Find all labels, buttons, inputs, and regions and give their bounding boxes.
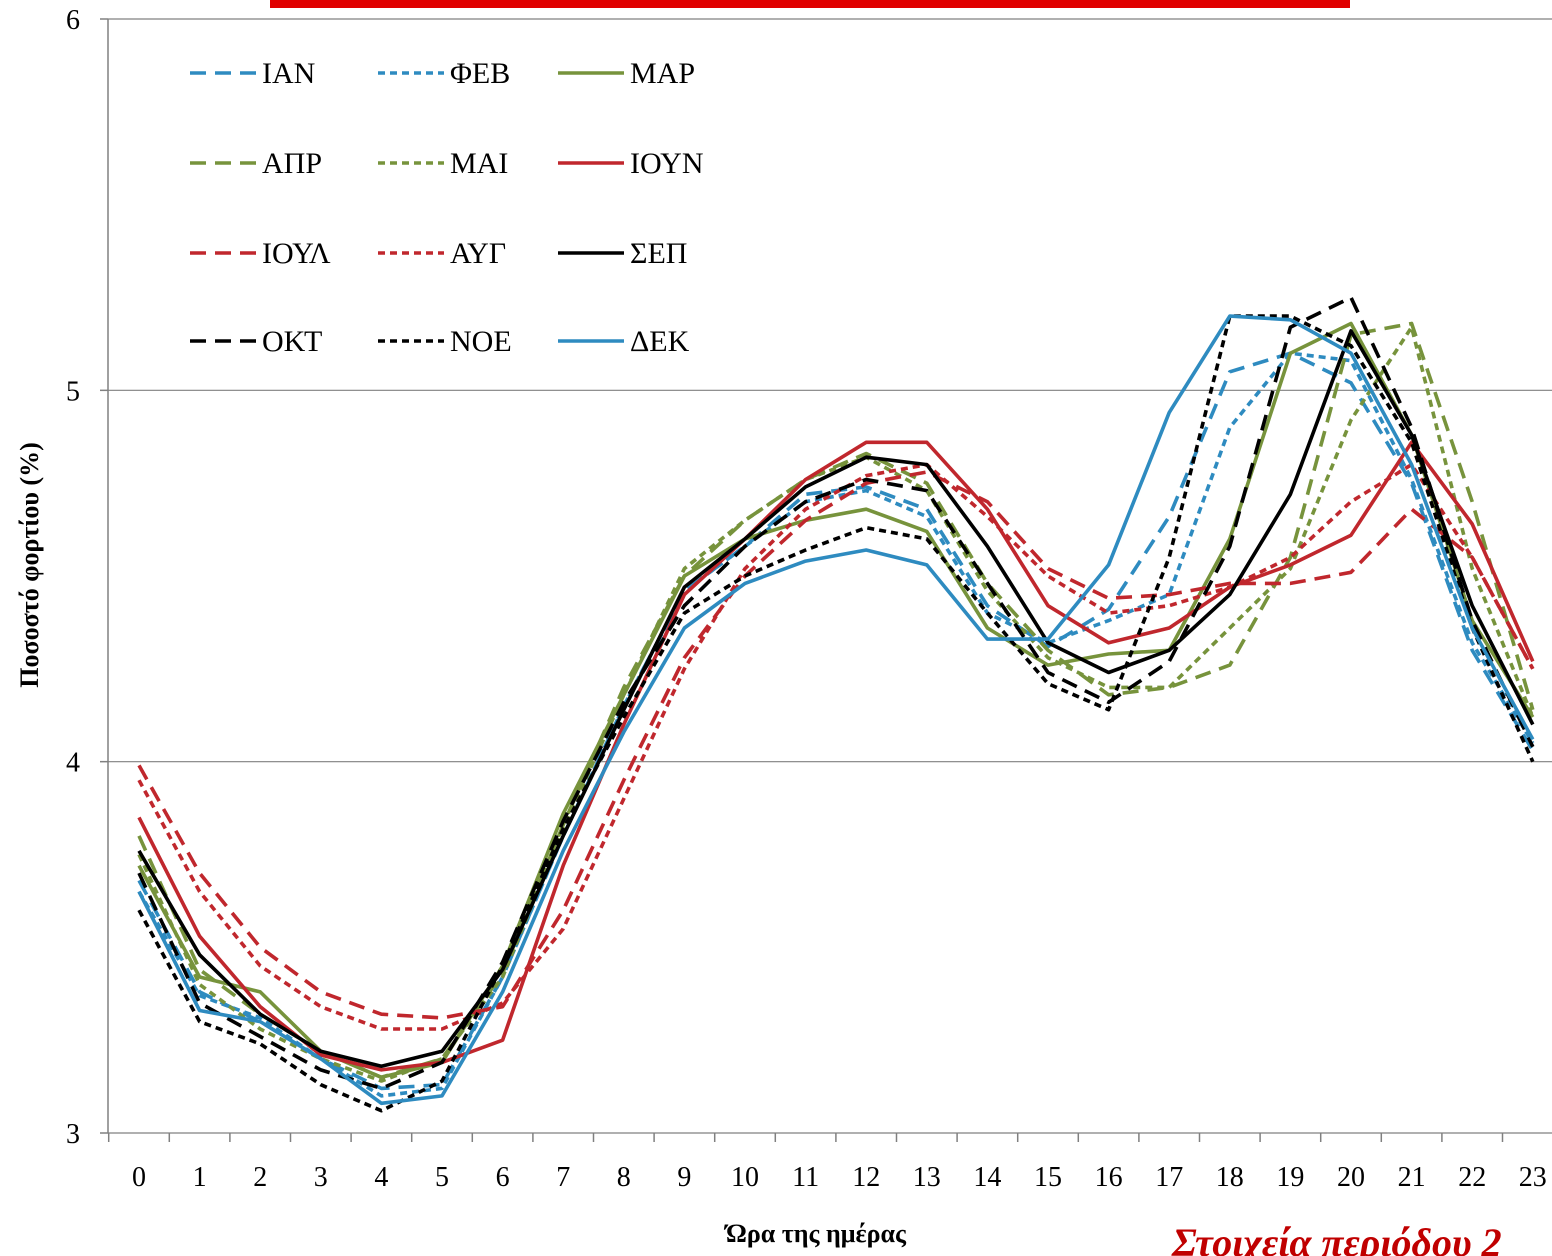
x-tick-label: 12 xyxy=(852,1162,880,1193)
legend-label: ΑΠΡ xyxy=(262,147,322,180)
x-tick-label: 22 xyxy=(1458,1162,1486,1193)
legend-label: ΜΑΙ xyxy=(450,147,508,180)
x-tick-label: 4 xyxy=(374,1162,388,1193)
x-tick-label: 21 xyxy=(1398,1162,1426,1193)
legend-label: ΜΑΡ xyxy=(630,57,695,90)
series-line-3 xyxy=(137,321,1535,1080)
legend-label: ΑΥΓ xyxy=(450,237,506,270)
y-axis-title: Ποσοστό φορτίου (%) xyxy=(15,442,44,688)
series-line-4 xyxy=(137,321,1535,1080)
x-tick-label: 11 xyxy=(792,1162,819,1193)
x-tick-label: 2 xyxy=(253,1162,267,1193)
series-line-5 xyxy=(137,325,1535,1083)
series-line-1 xyxy=(137,351,1535,1091)
x-tick-label: 19 xyxy=(1276,1162,1304,1193)
x-tick-label: 17 xyxy=(1155,1162,1183,1193)
y-tick-label: 6 xyxy=(66,5,80,36)
series-line-2 xyxy=(137,351,1535,1098)
title-band-decoration xyxy=(270,0,1350,8)
y-tick-label: 5 xyxy=(66,376,80,407)
x-tick-label: 3 xyxy=(314,1162,328,1193)
series-line-7 xyxy=(137,470,1535,1020)
legend: ΙΑΝ ΦΕΒ ΜΑΡ ΑΠΡ ΜΑΙ ΙΟΥΝ ΙΟΥΛ ΑΥΓ ΣΕΠ ΟΚΤ ΝΟΕ ΔΕΚ xyxy=(190,57,704,358)
x-tick-label: 5 xyxy=(435,1162,449,1193)
series-lines xyxy=(137,295,1535,1113)
legend-label: ΦΕΒ xyxy=(450,57,510,90)
x-tick-label: 18 xyxy=(1216,1162,1244,1193)
legend-label: ΔΕΚ xyxy=(630,325,690,358)
x-tick-label: 10 xyxy=(731,1162,759,1193)
legend-label: ΙΟΥΝ xyxy=(630,147,704,180)
series-line-6 xyxy=(137,440,1535,1072)
legend-label: ΙΑΝ xyxy=(262,57,315,90)
legend-label: ΣΕΠ xyxy=(630,237,687,270)
x-tick-label: 20 xyxy=(1337,1162,1365,1193)
x-tick-label: 13 xyxy=(913,1162,941,1193)
x-tick-label: 8 xyxy=(617,1162,631,1193)
gridlines xyxy=(108,18,1552,1134)
x-tick-label: 0 xyxy=(132,1162,146,1193)
y-tick-label: 3 xyxy=(66,1119,80,1150)
axes xyxy=(100,18,1504,1142)
legend-label: ΝΟΕ xyxy=(450,325,512,358)
legend-label: ΟΚΤ xyxy=(262,325,322,358)
legend-label: ΙΟΥΛ xyxy=(262,237,331,270)
x-axis-title: Ώρα της ημέρας xyxy=(723,1219,907,1248)
x-tick-label: 9 xyxy=(677,1162,691,1193)
series-line-8 xyxy=(137,462,1535,1031)
footer-note: Στοιχεία περιόδου 2 xyxy=(1171,1220,1502,1256)
x-tick-label: 23 xyxy=(1519,1162,1547,1193)
x-tick-label: 15 xyxy=(1034,1162,1062,1193)
series-line-11 xyxy=(137,314,1535,1113)
x-tick-label: 16 xyxy=(1095,1162,1123,1193)
series-line-12 xyxy=(137,314,1535,1106)
x-tick-label: 7 xyxy=(556,1162,570,1193)
series-line-10 xyxy=(137,295,1535,1091)
series-line-9 xyxy=(137,329,1535,1068)
y-tick-label: 4 xyxy=(66,748,80,779)
x-tick-label: 6 xyxy=(496,1162,510,1193)
x-tick-label: 14 xyxy=(973,1162,1001,1193)
x-tick-label: 1 xyxy=(193,1162,207,1193)
